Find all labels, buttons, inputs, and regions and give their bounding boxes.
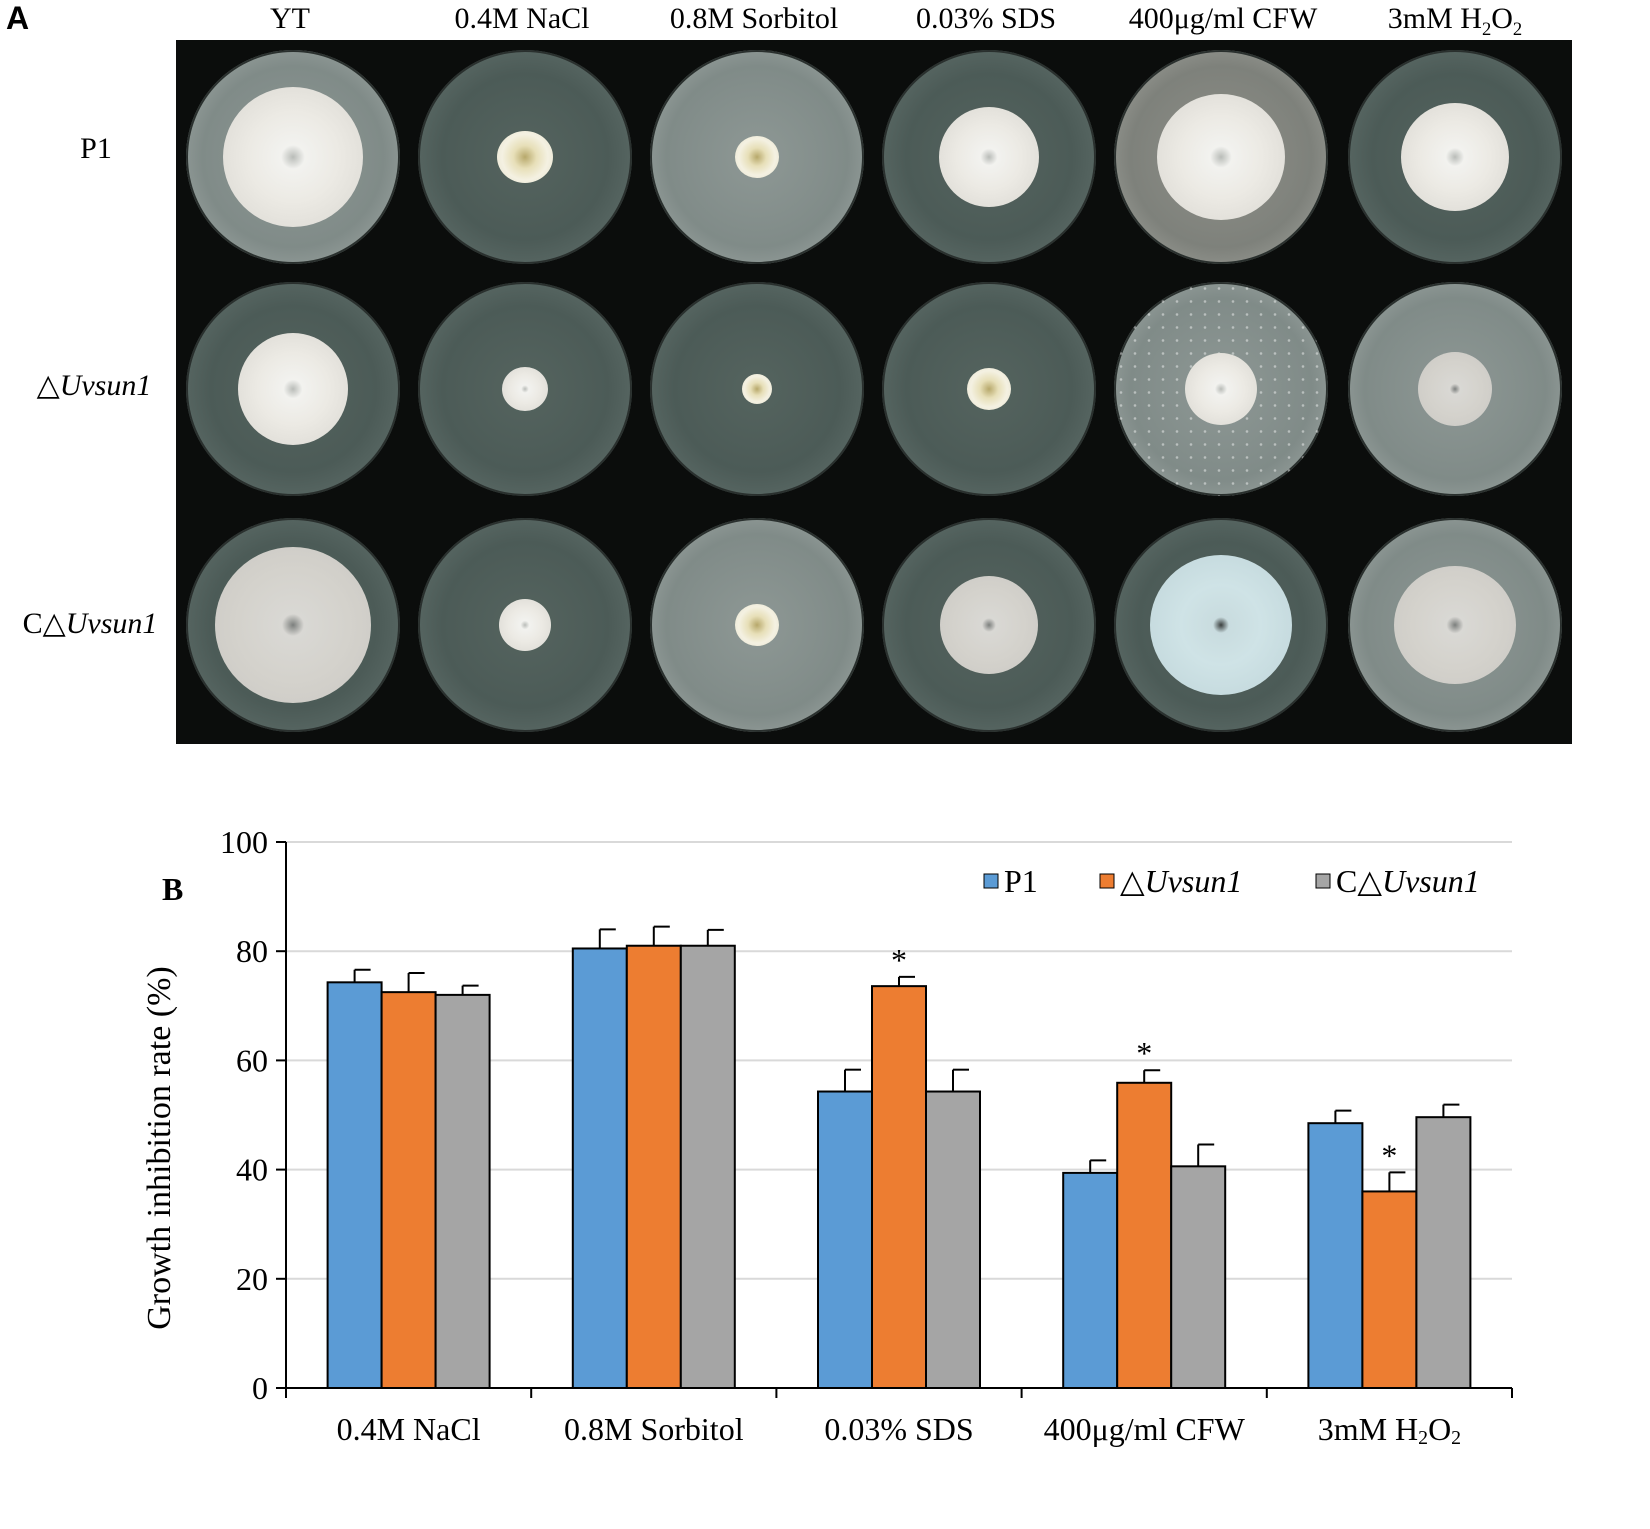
bar <box>1307 1122 1364 1389</box>
plate-c-uvsun1-cfw <box>1104 508 1338 744</box>
plate-uvsun1-sorbitol <box>640 272 874 508</box>
column-header-nacl: 0.4M NaCl <box>454 2 590 35</box>
legend-label: △Uvsun1 <box>1120 863 1242 899</box>
panel-b-letter: B <box>162 871 183 907</box>
plate-uvsun1-yt <box>176 272 410 508</box>
bar <box>326 981 383 1390</box>
bar <box>380 991 437 1389</box>
plate-uvsun1-sds <box>872 272 1106 508</box>
plate-c-uvsun1-h2o2 <box>1338 508 1572 744</box>
bar <box>1361 1190 1418 1389</box>
plate-p1-h2o2 <box>1338 40 1572 276</box>
plate-uvsun1-h2o2 <box>1338 272 1572 508</box>
column-header-sds: 0.03% SDS <box>915 2 1057 35</box>
column-header-h2o2: 3mM H2O2 <box>1387 2 1523 40</box>
plate-p1-yt <box>176 40 410 276</box>
y-tick-label: 100 <box>220 824 268 860</box>
bar <box>1062 1171 1119 1389</box>
y-tick-label: 60 <box>236 1042 268 1078</box>
bar <box>1170 1165 1227 1389</box>
bar <box>925 1090 981 1389</box>
y-axis-label: Growth inhibition rate (%) <box>141 966 178 1330</box>
plate-uvsun1-cfw <box>1104 272 1338 508</box>
y-tick-label: 80 <box>236 933 268 969</box>
row-label-p1: P1 <box>80 132 112 165</box>
bar <box>625 944 682 1390</box>
bar <box>817 1090 873 1389</box>
bar <box>1116 1081 1173 1389</box>
column-header-cfw: 400μg/ml CFW <box>1128 2 1318 35</box>
x-tick-label: 400μg/ml CFW <box>1044 1411 1246 1447</box>
bar <box>871 985 927 1389</box>
bar <box>434 993 491 1389</box>
legend-label: C△Uvsun1 <box>1336 863 1480 899</box>
inhibition-bar-chart: B Growth inhibition rate (%) * * * 0 20 40 60… <box>141 824 1513 1449</box>
bar <box>679 944 736 1390</box>
significance-marker: * <box>1381 1137 1397 1173</box>
plate-c-uvsun1-nacl <box>408 508 642 744</box>
legend-swatch <box>983 873 999 889</box>
panel-a: A YT 0.4M NaCl 0.8M Sorbitol 0.03% SDS 4… <box>6 0 1572 744</box>
column-header-sorbitol: 0.8M Sorbitol <box>669 2 839 35</box>
plate-c-uvsun1-sorbitol <box>640 508 874 744</box>
x-tick-label: 3mM H2O2 <box>1318 1411 1461 1449</box>
y-tick-label: 0 <box>252 1370 268 1406</box>
x-tick-label: 0.03% SDS <box>824 1411 973 1447</box>
row-label-c-uvsun1: C△Uvsun1 <box>22 607 158 640</box>
y-tick-label: 20 <box>236 1261 268 1297</box>
plate-uvsun1-nacl <box>408 272 642 508</box>
legend-swatch <box>1099 873 1115 889</box>
plate-p1-cfw <box>1104 40 1338 276</box>
row-label-uvsun1: △Uvsun1 <box>36 369 152 402</box>
bar <box>1415 1116 1472 1389</box>
plate-c-uvsun1-yt <box>176 508 410 744</box>
x-tick-label: 0.4M NaCl <box>337 1411 481 1447</box>
y-tick-label: 40 <box>236 1152 268 1188</box>
x-tick-label: 0.8M Sorbitol <box>564 1411 744 1447</box>
plate-c-uvsun1-sds <box>872 508 1106 744</box>
plate-p1-nacl <box>408 40 642 276</box>
plate-p1-sorbitol <box>640 40 874 276</box>
significance-marker: * <box>1136 1035 1152 1071</box>
bar <box>571 947 628 1389</box>
legend-label: P1 <box>1004 863 1038 899</box>
panel-a-letter: A <box>6 0 30 36</box>
column-header-yt: YT <box>270 2 310 35</box>
plate-p1-sds <box>872 40 1106 276</box>
significance-marker: * <box>891 942 907 978</box>
legend-swatch <box>1315 873 1331 889</box>
